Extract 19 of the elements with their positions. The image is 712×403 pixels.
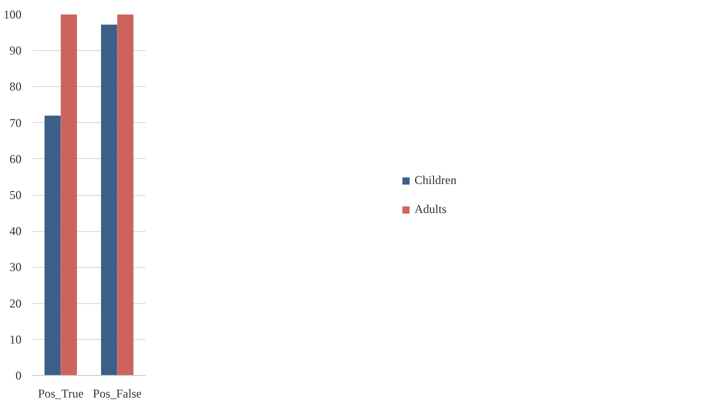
bar: [44, 116, 61, 376]
y-tick-label: 0: [16, 368, 22, 382]
legend-label: Adults: [414, 202, 447, 216]
y-tick-label: 30: [10, 260, 22, 274]
x-tick-label: Pos_False: [92, 386, 142, 400]
bar: [101, 24, 118, 376]
y-tick-label: 10: [10, 332, 22, 346]
legend-label: Children: [414, 172, 456, 188]
y-tick-label: 20: [10, 296, 22, 310]
y-tick-label: 100: [4, 8, 22, 22]
y-tick-label: 40: [10, 224, 22, 238]
y-tick-label: 60: [10, 152, 22, 166]
y-tick-label: 70: [10, 116, 22, 130]
x-tick-label: Pos_True: [38, 386, 84, 400]
y-tick-label: 80: [10, 80, 22, 94]
bar: [60, 14, 77, 376]
y-tick-label: 50: [10, 188, 22, 202]
bar: [117, 14, 134, 376]
y-tick-label: 90: [10, 44, 22, 58]
